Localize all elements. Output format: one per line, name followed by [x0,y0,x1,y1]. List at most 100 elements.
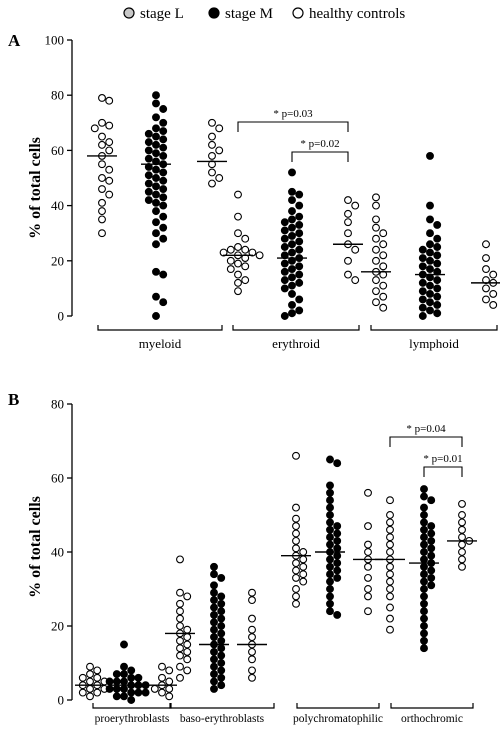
panel-a-data-point [105,176,114,185]
panel-a-data-point [418,278,427,287]
panel-b-data-point [127,673,136,682]
panel-b-data-point [420,485,428,494]
panel-b-data-point [292,514,300,523]
panel-b-data-point [333,529,342,538]
panel-a-data-point [234,270,242,279]
panel-b-data-point [364,585,372,593]
panel-b-data-point [120,640,128,649]
panel-a-data-point [295,190,304,199]
panel-b-letter: B [8,390,19,409]
panel-b-data-point [78,673,87,682]
panel-b-data-point [326,518,334,527]
panel-b-data-point [183,647,192,656]
panel-b-data-point [217,636,226,645]
panel-b-data-point [112,684,121,693]
panel-b-data-point [292,522,300,531]
panel-a-data-point [295,220,304,229]
panel-a-data-point [426,281,434,290]
panel-b-data-point [105,677,114,686]
panel-a-data-point [288,232,296,240]
panel-a-data-point [159,185,168,193]
panel-b-data-point [127,688,136,697]
panel-b-data-point [210,596,218,605]
panel-b-data-point [420,492,428,501]
legend-label-healthy-controls: healthy controls [309,6,405,22]
panel-b-group-bracket [169,703,275,709]
panel-b-data-point [386,592,394,601]
panel-b-data-point [217,681,226,690]
panel-b-data-point [217,592,226,601]
panel-b-y-tick-label: 60 [51,471,64,486]
panel-a-data-point [152,218,160,227]
panel-a-data-point [241,234,250,243]
panel-b-data-point [93,666,102,675]
panel-b-data-point [292,503,300,512]
panel-b-data-point [292,451,300,460]
panel-b-data-point [176,644,184,653]
panel-a-data-point [98,140,106,149]
panel-b-data-point [427,581,436,590]
panel-a-data-point [152,312,160,320]
panel-a-data-point [280,226,289,235]
panel-a-data-point [433,259,442,268]
panel-b-data-point [420,577,428,586]
panel-a-data-point [159,135,168,144]
panel-a-data-point [159,270,168,279]
panel-a-data-point [159,151,168,160]
panel-a-data-point [482,295,490,304]
panel-a-data-point [105,190,114,199]
panel-b-data-point [386,511,394,519]
panel-b-data-point [217,659,226,667]
panel-b-data-point [210,633,218,642]
panel-a-data-point [379,292,388,301]
panel-b-data-point [420,570,428,579]
panel-a-data-point [234,212,242,221]
panel-b-data-point [333,573,342,582]
panel-a-data-point [295,295,304,304]
panel-b-data-point [420,607,428,616]
panel-a-data-point [144,196,153,205]
panel-b-y-tick-label: 0 [58,693,65,708]
panel-b-data-point [420,518,428,527]
panel-b-data-point [326,585,334,593]
panel-a-data-point [426,201,434,210]
panel-b-data-point [326,488,334,497]
panel-b-data-point [176,599,184,608]
panel-b-data-point [299,577,308,586]
panel-a-data-point [426,248,434,257]
panel-b-data-point [326,607,334,616]
panel-b-data-point [93,673,102,682]
panel-a-data-point [234,287,242,296]
panel-a-y-tick-label: 60 [51,143,64,158]
panel-b-data-point [420,540,428,549]
panel-a-data-point [418,312,427,320]
panel-a-data-point [295,245,304,254]
panel-b-data-point [326,599,334,608]
panel-b-data-point [386,614,394,623]
panel-b-data-point [183,625,192,634]
panel-a-data-point [288,265,296,274]
panel-b-data-point [427,496,436,505]
panel-a-data-point [433,284,442,293]
panel-b-data-point [210,662,218,671]
panel-a-data-point [152,140,160,149]
panel-b-data-point [217,614,226,623]
panel-b-data-point [364,607,372,616]
panel-b-data-point [176,555,184,564]
panel-a-data-point [159,127,168,136]
panel-a-data-point [288,223,296,232]
panel-a-data-point [152,198,160,207]
panel-a-data-point [433,276,442,285]
panel-b-data-point [364,592,372,601]
panel-b-data-point [141,688,150,697]
panel-a-data-point [159,143,168,152]
panel-a-data-point [372,245,380,254]
legend: stage L stage M healthy controls [123,6,405,22]
panel-b-data-point [420,503,428,512]
panel-b-data-point [210,588,218,597]
panel-b-data-point [427,573,436,582]
panel-a-y-tick-label: 40 [51,198,64,213]
panel-a-data-point [98,174,106,182]
panel-a-data-point [379,262,388,271]
